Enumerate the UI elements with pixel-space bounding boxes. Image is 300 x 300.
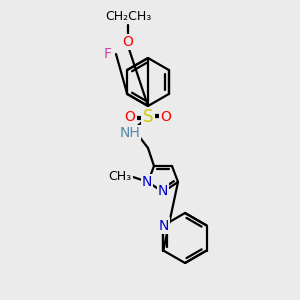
- Text: O: O: [160, 110, 171, 124]
- Text: N: N: [158, 218, 169, 233]
- Text: F: F: [104, 47, 112, 61]
- Text: CH₂CH₃: CH₂CH₃: [105, 10, 151, 22]
- Text: CH₃: CH₃: [108, 169, 132, 182]
- Text: S: S: [143, 108, 153, 126]
- Text: O: O: [124, 110, 135, 124]
- Text: O: O: [123, 35, 134, 49]
- Text: N: N: [142, 175, 152, 189]
- Text: NH: NH: [120, 126, 140, 140]
- Text: N: N: [158, 184, 168, 198]
